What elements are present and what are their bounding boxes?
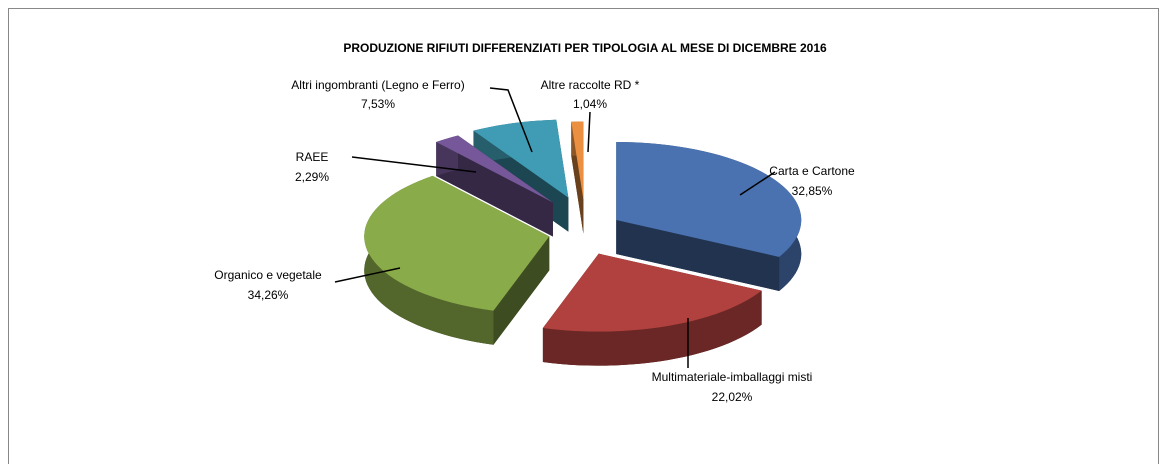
slice-value-label: 34,26%	[248, 288, 289, 302]
slice-top	[542, 253, 762, 332]
leader-line	[489, 87, 533, 153]
slice-value-label: 2,29%	[295, 170, 329, 184]
slice-top	[571, 121, 584, 200]
pie-slice	[616, 141, 802, 291]
leader-line	[334, 267, 401, 283]
leader-line	[739, 171, 776, 196]
slice-wall	[493, 236, 550, 345]
slice-value-label: 22,02%	[712, 390, 753, 404]
chart-frame	[8, 8, 1159, 469]
slice-value-label: 1,04%	[573, 97, 607, 111]
slice-label: Altri ingombranti (Legno e Ferro)	[291, 78, 464, 92]
slice-value-label: 32,85%	[792, 184, 833, 198]
slice-label: Altre raccolte RD *	[541, 78, 640, 92]
slice-top	[616, 141, 802, 257]
pie-slice	[364, 175, 550, 345]
slice-label: RAEE	[296, 150, 329, 164]
pie-slice	[542, 253, 762, 366]
slice-label: Carta e Cartone	[769, 164, 855, 178]
leader-line	[587, 111, 591, 153]
slice-top	[473, 119, 569, 198]
leader-line	[351, 156, 477, 173]
slice-label: Organico e vegetale	[214, 268, 322, 282]
slice-value-label: 7,53%	[361, 97, 395, 111]
chart-title: PRODUZIONE RIFIUTI DIFFERENZIATI PER TIP…	[343, 41, 827, 55]
slice-top	[364, 175, 550, 311]
slice-rim	[542, 290, 762, 366]
pie-slice	[571, 121, 584, 234]
slice-top	[436, 135, 553, 203]
slice-label: Multimateriale-imballaggi misti	[652, 370, 813, 384]
pie-slice	[436, 135, 553, 237]
slice-wall	[616, 219, 780, 291]
